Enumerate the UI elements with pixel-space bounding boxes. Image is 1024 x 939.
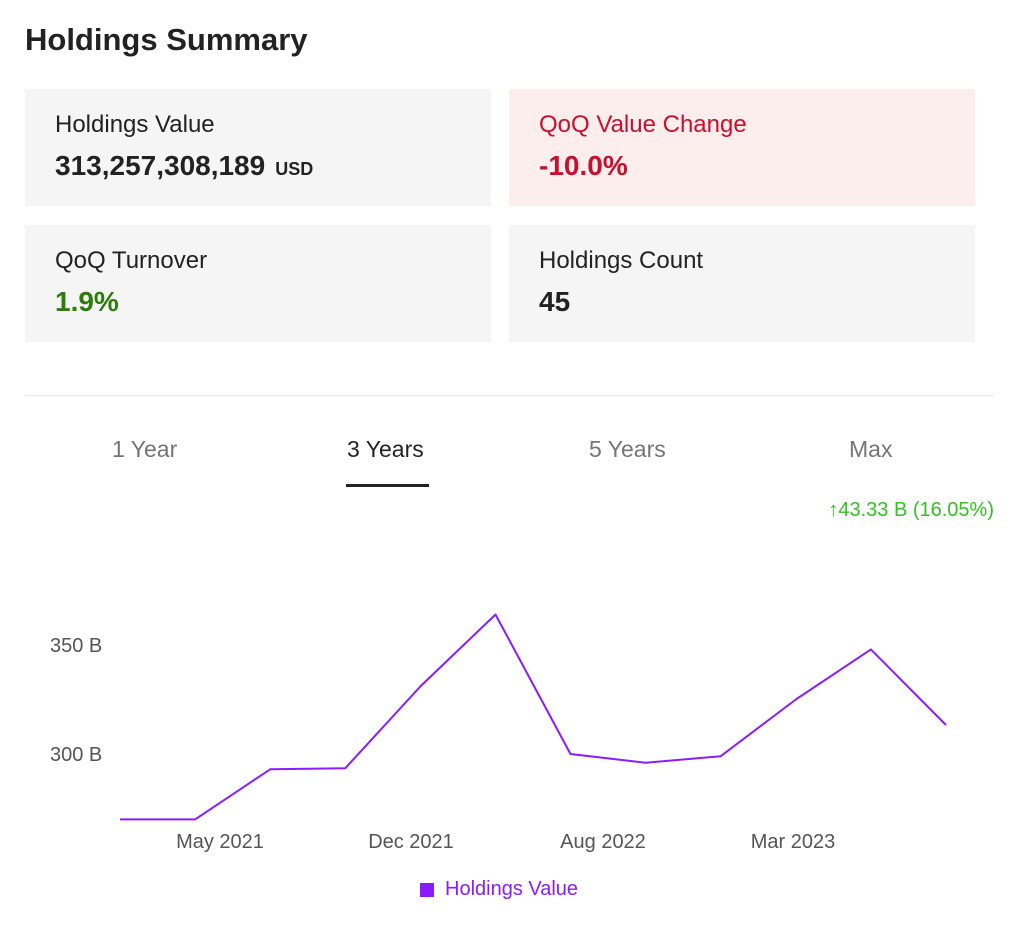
data-point[interactable] — [341, 764, 349, 772]
holdings-count-card: Holdings Count 45 — [509, 225, 975, 342]
data-point[interactable] — [867, 645, 875, 653]
data-point[interactable] — [792, 696, 800, 704]
chart-legend[interactable]: Holdings Value — [420, 878, 578, 901]
data-point[interactable] — [266, 765, 274, 773]
y-tick-label: 300 B — [50, 744, 102, 766]
qoq-value-change-label: QoQ Value Change — [539, 111, 747, 138]
series-line-holdings-value[interactable] — [120, 613, 947, 821]
data-point[interactable] — [567, 750, 575, 758]
x-tick-label: Dec 2021 — [368, 831, 454, 853]
legend-label-holdings-value: Holdings Value — [445, 878, 579, 900]
tab-3-years[interactable]: 3 Years — [347, 436, 424, 462]
arrow-up-icon: ↑ — [828, 499, 839, 521]
x-tick-label: May 2021 — [176, 831, 264, 853]
holdings-value: 313,257,308,189 USD — [55, 150, 491, 185]
holdings-value-amount: 313,257,308,189 — [55, 150, 266, 181]
data-point[interactable] — [717, 752, 725, 760]
x-tick-label: Aug 2022 — [560, 831, 646, 853]
qoq-turnover-value: 1.9% — [55, 286, 119, 317]
legend-swatch — [420, 882, 434, 897]
tab-max[interactable]: Max — [849, 436, 893, 462]
page-title: Holdings Summary — [25, 22, 308, 57]
x-tick-label: Mar 2023 — [751, 831, 836, 853]
holdings-value-card: Holdings Value 313,257,308,189 USD — [25, 89, 491, 206]
change-indicator-text: 43.33 B (16.05%) — [838, 499, 994, 521]
data-point[interactable] — [491, 610, 499, 618]
change-indicator: ↑43.33 B (16.05%) — [828, 499, 994, 522]
time-range-tabs: 1 Year 3 Years 5 Years Max — [25, 420, 994, 490]
holdings-value-chart: 300 B 350 B May 2021 Dec 2021 Aug 2022 Mar 20… — [50, 610, 950, 853]
qoq-turnover-label: QoQ Turnover — [55, 247, 208, 274]
data-point[interactable] — [642, 759, 650, 767]
active-tab-underline — [346, 484, 429, 487]
qoq-turnover-card: QoQ Turnover 1.9% — [25, 225, 491, 342]
holdings-value-unit: USD — [275, 159, 314, 179]
holdings-count-value: 45 — [539, 286, 571, 317]
holdings-count-label: Holdings Count — [539, 247, 704, 274]
y-tick-label: 350 B — [50, 635, 102, 657]
qoq-value-change-card: QoQ Value Change -10.0% — [509, 89, 975, 206]
tab-5-years[interactable]: 5 Years — [589, 436, 666, 462]
section-divider — [25, 395, 994, 396]
tab-1-year[interactable]: 1 Year — [112, 436, 178, 462]
data-point[interactable] — [416, 682, 424, 690]
data-point[interactable] — [191, 815, 199, 823]
qoq-value-change-value: -10.0% — [539, 150, 628, 181]
holdings-value-label: Holdings Value — [55, 111, 215, 138]
data-point[interactable] — [116, 815, 124, 823]
data-point[interactable] — [942, 721, 950, 729]
